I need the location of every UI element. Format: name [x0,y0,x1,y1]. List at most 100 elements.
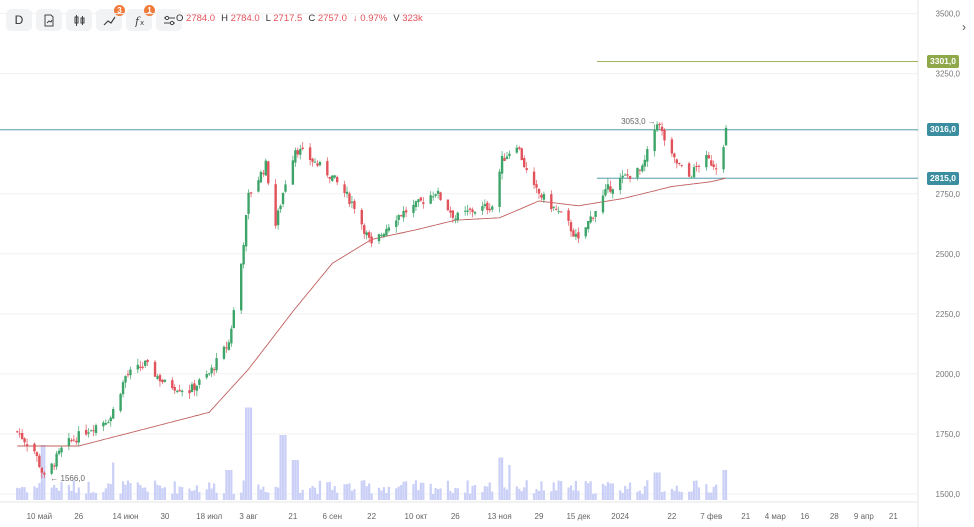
x-tick-label: 29 [535,512,544,521]
candle-body [239,263,243,311]
volume-bar [675,485,678,500]
volume-bar [498,457,501,500]
volume-bar [311,485,314,500]
chevron-right-icon[interactable]: › [962,20,966,34]
volume-bar [505,489,509,500]
volume-bar [156,484,159,500]
candle-body [382,233,386,237]
candle-body [660,126,664,132]
volume-bar [102,492,105,500]
interval-button[interactable]: D [6,9,32,31]
candle-body [626,174,629,176]
volume-bar [240,492,243,500]
candle-body [550,194,553,210]
volume-bar [67,485,71,500]
candle-body [712,164,715,167]
volume-bar [468,493,472,500]
volume-bar [377,487,381,500]
candle-body [207,373,211,375]
candle-body [508,153,511,157]
candle-body [663,129,666,141]
volume-bar [422,482,425,500]
candle-body [350,201,354,203]
volume-bar [550,491,553,500]
svg-text:f: f [134,15,141,27]
candle-body [525,168,528,170]
volume-bar [653,472,656,500]
candle-body [222,346,226,359]
candle-body [23,438,26,443]
candle-body [281,192,285,205]
compare-button[interactable] [36,9,62,31]
candle-body [557,211,560,213]
candle-body [294,150,297,163]
chart-type-button[interactable] [66,9,92,31]
volume-bar [439,488,442,500]
candle-body [247,192,250,214]
candle-body [431,196,435,198]
candle-body [646,149,649,162]
volume-bar [555,490,558,500]
volume-bar [636,491,639,500]
volume-bar [75,492,78,500]
volume-bar [572,490,575,500]
volume-bar [611,483,614,500]
volume-bar [368,483,371,500]
candle-body [291,160,295,185]
candle-body [559,211,563,213]
volume-bar [299,492,302,500]
alerts-button[interactable]: 3 [96,5,125,31]
settings-button[interactable] [156,9,182,31]
volume-bar [692,480,696,500]
candle-body [52,465,56,467]
candle-body [129,369,132,376]
y-tick-label: 1750,0 [936,430,961,439]
volume-bar [451,493,454,500]
volume-bar [227,470,230,500]
volume-bar [481,492,484,500]
candle-body [92,430,95,432]
candle-body [471,209,474,213]
volume-bar [518,488,521,500]
candle-body [212,369,216,371]
candle-body [104,423,108,425]
volume-bar [589,481,592,500]
volume-bar [267,492,270,500]
volume-bar [724,470,728,500]
candle-body [67,438,71,446]
volume-bar [141,487,144,500]
candle-body [333,175,336,178]
candle-body [611,189,615,194]
candle-body [722,147,725,170]
volume-bar [313,487,317,500]
volume-bar [646,480,649,500]
candle-body [619,178,622,190]
volume-bar [176,493,179,500]
candle-body [395,220,398,227]
volume-bar [587,483,590,500]
volume-bar [387,486,390,500]
candle-body [259,171,263,183]
volume-bar [171,493,174,500]
volume-bar [55,487,58,500]
candle-body [94,425,98,434]
candle-body [141,366,144,368]
volume-bar [107,483,110,500]
candle-body [87,432,90,434]
candle-body [38,455,41,468]
high-readout: H 2784.0 [221,13,260,24]
candle-body [555,208,558,210]
candle-body [153,361,157,377]
x-tick-label: 21 [288,512,297,521]
candle-body [75,440,78,443]
candle-body [577,232,580,239]
volume-bar [85,493,88,500]
candle-body [380,234,383,236]
candle-body [227,342,231,350]
volume-bar [695,480,698,500]
x-tick-label: 2024 [611,512,629,521]
x-tick-label: 4 мар [765,512,787,521]
